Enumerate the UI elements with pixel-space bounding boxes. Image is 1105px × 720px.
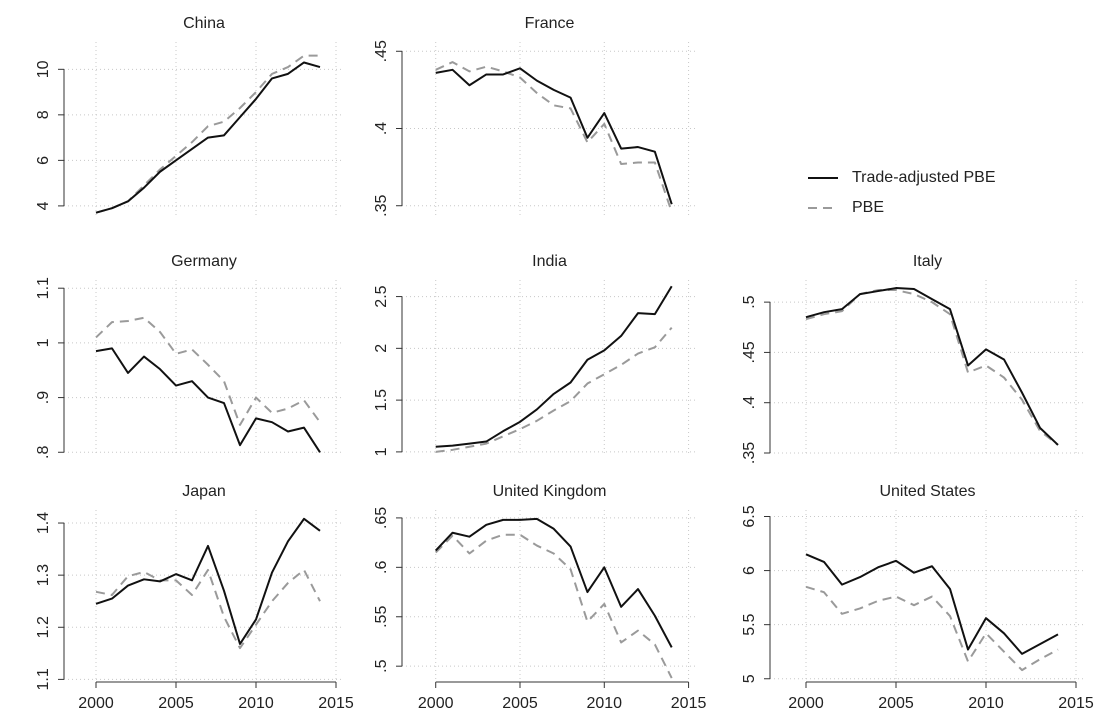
y-tick-label: .9: [35, 391, 52, 404]
y-tick-label: .45: [741, 341, 758, 363]
y-tick-label: 2.5: [373, 285, 390, 307]
panel-title: Italy: [913, 253, 942, 270]
y-tick-label: 5: [741, 674, 758, 683]
data-line: [805, 585, 1059, 672]
y-tick-label: 5.5: [741, 613, 758, 635]
panel-title: Germany: [171, 253, 237, 270]
x-tick-label: 2005: [158, 695, 194, 712]
data-line: [95, 347, 321, 453]
y-tick-label: .4: [741, 396, 758, 409]
y-tick-label: 6.5: [741, 505, 758, 527]
y-tick-label: 1.2: [35, 616, 52, 638]
x-tick-label: 2015: [318, 695, 354, 712]
legend-label: PBE: [852, 199, 884, 216]
y-tick-label: 6: [35, 156, 52, 165]
data-line: [435, 285, 673, 448]
y-tick-label: .55: [373, 606, 390, 628]
y-tick-label: 1: [373, 447, 390, 456]
data-line: [435, 67, 673, 205]
y-tick-label: .8: [35, 445, 52, 458]
y-tick-label: .5: [741, 295, 758, 308]
y-tick-label: 2: [373, 344, 390, 353]
y-tick-label: .65: [373, 507, 390, 529]
y-tick-label: 1.3: [35, 564, 52, 586]
y-tick-label: .35: [741, 442, 758, 464]
panel-title: India: [532, 253, 567, 270]
data-line: [805, 289, 1059, 446]
y-tick-label: 10: [35, 60, 52, 78]
panel-title: China: [183, 15, 225, 32]
data-line: [95, 61, 321, 214]
data-line: [95, 517, 321, 645]
y-tick-label: .35: [373, 195, 390, 217]
x-tick-label: 2000: [788, 695, 824, 712]
y-tick-label: 6: [741, 566, 758, 575]
y-tick-label: 4: [35, 201, 52, 210]
data-line: [95, 568, 321, 650]
y-tick-label: 1.5: [373, 389, 390, 411]
panel-title: Japan: [182, 483, 226, 500]
x-tick-label: 2010: [586, 695, 622, 712]
y-tick-label: .45: [373, 40, 390, 62]
y-tick-label: 8: [35, 110, 52, 119]
x-tick-label: 2010: [238, 695, 274, 712]
x-tick-label: 2015: [1058, 695, 1094, 712]
data-line: [435, 326, 673, 453]
y-tick-label: 1.1: [35, 668, 52, 690]
y-tick-label: 1.1: [35, 277, 52, 299]
x-tick-label: 2005: [502, 695, 538, 712]
y-tick-label: .5: [373, 659, 390, 672]
data-line: [805, 287, 1059, 446]
x-tick-label: 2010: [968, 695, 1004, 712]
panel-title: United Kingdom: [493, 483, 607, 500]
y-tick-label: 1.4: [35, 512, 52, 534]
panel-title: France: [525, 15, 575, 32]
x-tick-label: 2005: [878, 695, 914, 712]
panel-title: United States: [879, 483, 975, 500]
data-line: [95, 316, 321, 426]
x-tick-label: 2015: [671, 695, 707, 712]
data-line: [95, 54, 320, 214]
y-tick-label: .6: [373, 561, 390, 574]
data-line: [434, 517, 673, 648]
y-tick-label: .4: [373, 122, 390, 135]
data-line: [435, 533, 673, 679]
x-tick-label: 2000: [418, 695, 454, 712]
y-tick-label: 1: [35, 338, 52, 347]
x-tick-label: 2000: [78, 695, 114, 712]
legend-label: Trade-adjusted PBE: [852, 169, 995, 186]
data-line: [805, 553, 1059, 655]
